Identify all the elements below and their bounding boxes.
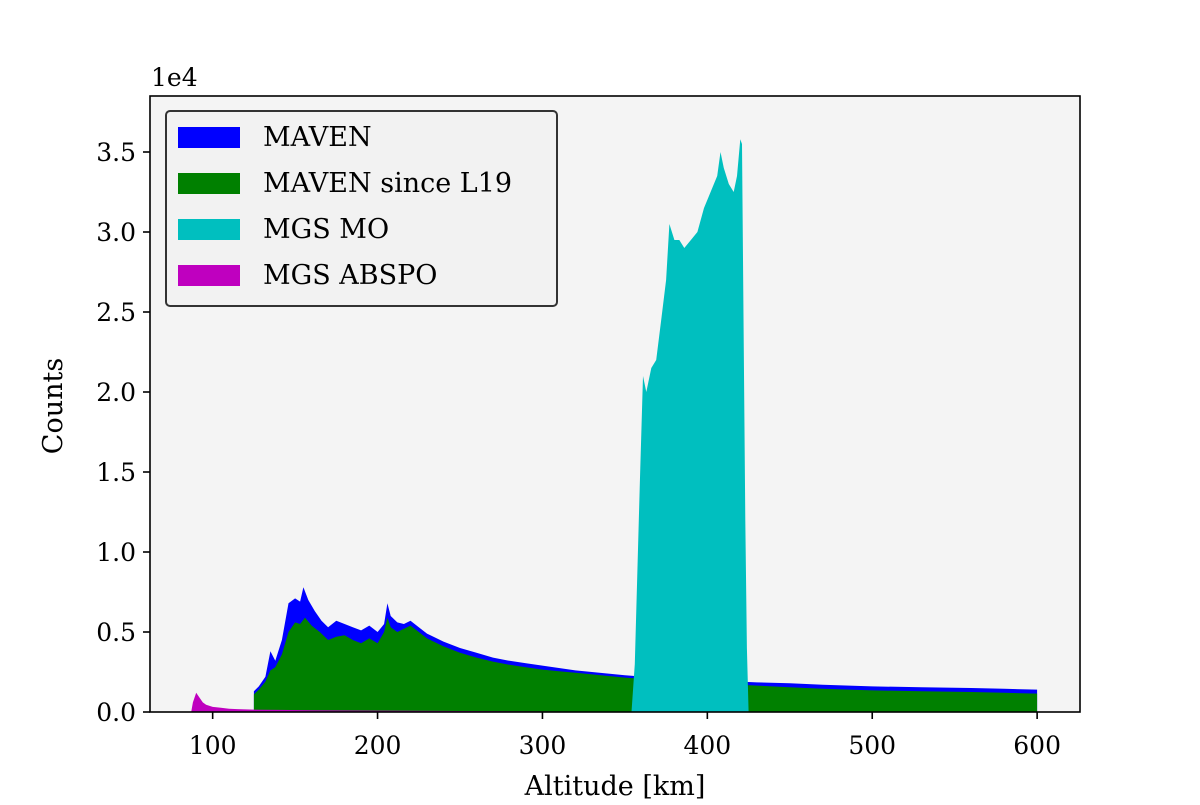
legend: MAVEN MAVEN since L19 MGS MO MGS ABSPO <box>165 110 558 307</box>
x-tick-label-2: 300 <box>519 731 567 760</box>
x-tick-label-5: 600 <box>1013 731 1061 760</box>
series-2-histogram <box>631 139 749 712</box>
y-tick-label-4: 2.0 <box>96 378 136 407</box>
legend-swatch-2 <box>178 219 240 240</box>
x-tick-label-3: 400 <box>683 731 731 760</box>
legend-label-2: MGS MO <box>263 214 389 245</box>
y-tick-label-0: 0.0 <box>96 698 136 727</box>
x-axis: 100 200 300 400 500 600 <box>189 712 1061 760</box>
legend-label-1: MAVEN since L19 <box>263 168 512 199</box>
y-tick-label-7: 3.5 <box>96 138 136 167</box>
series-layer <box>191 139 1038 712</box>
legend-swatch-1 <box>178 173 240 194</box>
legend-swatch-0 <box>178 127 240 148</box>
y-tick-label-2: 1.0 <box>96 538 136 567</box>
series-3-histogram <box>191 692 632 712</box>
y-tick-label-1: 0.5 <box>96 618 136 647</box>
y-axis-label: Counts <box>38 358 69 454</box>
x-axis-label: Altitude [km] <box>524 771 706 800</box>
y-tick-label-5: 2.5 <box>96 298 136 327</box>
legend-swatch-3 <box>178 265 240 286</box>
legend-box <box>165 110 558 307</box>
y-axis: 0.0 0.5 1.0 1.5 2.0 2.5 3.0 3.5 <box>96 138 150 727</box>
x-tick-label-0: 100 <box>189 731 237 760</box>
legend-label-3: MGS ABSPO <box>263 260 437 291</box>
axes-frame <box>149 95 1081 713</box>
x-tick-label-1: 200 <box>354 731 402 760</box>
y-tick-label-6: 3.0 <box>96 218 136 247</box>
y-tick-label-3: 1.5 <box>96 458 136 487</box>
x-tick-label-4: 500 <box>848 731 896 760</box>
series-1-histogram <box>253 617 1038 712</box>
y-offset-label: 1e4 <box>151 63 198 92</box>
legend-label-0: MAVEN <box>263 122 372 153</box>
